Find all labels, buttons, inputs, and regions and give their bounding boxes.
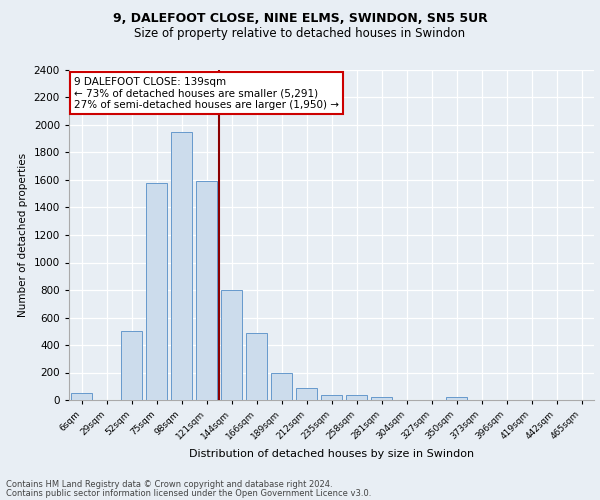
Bar xyxy=(371,396,392,400)
Bar xyxy=(246,332,267,400)
Bar xyxy=(446,397,467,400)
Bar xyxy=(321,395,342,400)
Bar xyxy=(296,388,317,400)
Bar xyxy=(121,331,142,400)
X-axis label: Distribution of detached houses by size in Swindon: Distribution of detached houses by size … xyxy=(189,450,474,460)
Bar xyxy=(71,393,92,400)
Text: Size of property relative to detached houses in Swindon: Size of property relative to detached ho… xyxy=(134,28,466,40)
Text: 9 DALEFOOT CLOSE: 139sqm
← 73% of detached houses are smaller (5,291)
27% of sem: 9 DALEFOOT CLOSE: 139sqm ← 73% of detach… xyxy=(74,76,339,110)
Y-axis label: Number of detached properties: Number of detached properties xyxy=(18,153,28,317)
Bar xyxy=(346,395,367,400)
Text: 9, DALEFOOT CLOSE, NINE ELMS, SWINDON, SN5 5UR: 9, DALEFOOT CLOSE, NINE ELMS, SWINDON, S… xyxy=(113,12,487,26)
Bar xyxy=(221,290,242,400)
Text: Contains public sector information licensed under the Open Government Licence v3: Contains public sector information licen… xyxy=(6,489,371,498)
Bar xyxy=(196,182,217,400)
Bar xyxy=(271,373,292,400)
Bar xyxy=(146,182,167,400)
Bar xyxy=(171,132,192,400)
Text: Contains HM Land Registry data © Crown copyright and database right 2024.: Contains HM Land Registry data © Crown c… xyxy=(6,480,332,489)
